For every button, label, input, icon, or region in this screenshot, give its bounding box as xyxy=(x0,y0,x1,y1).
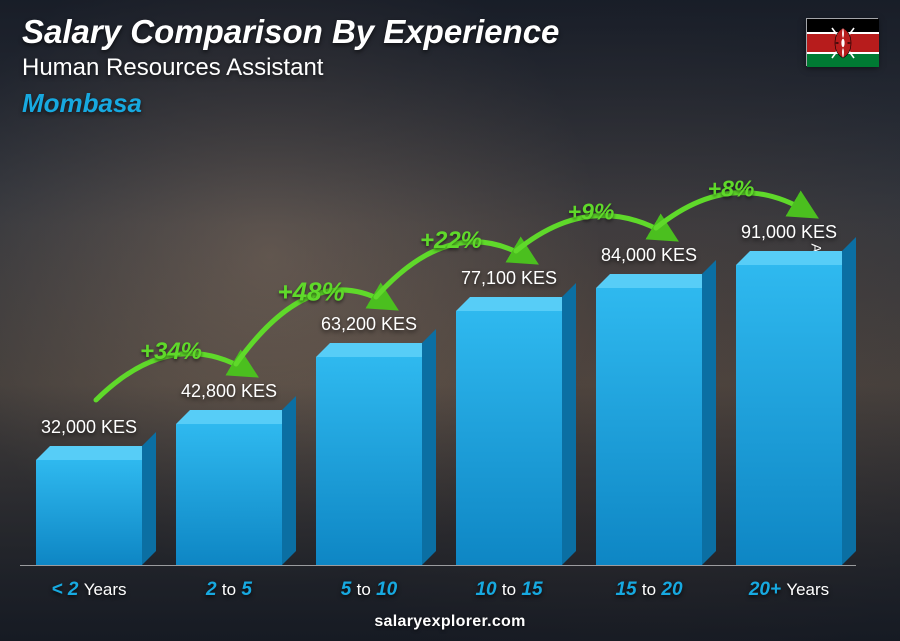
bar-column: 32,000 KES xyxy=(28,140,150,565)
chart-location: Mombasa xyxy=(22,88,559,119)
chart-title: Salary Comparison By Experience xyxy=(22,14,559,50)
bar xyxy=(736,265,842,565)
country-flag-kenya xyxy=(806,18,878,66)
x-axis-label: 15 to 20 xyxy=(588,579,710,601)
x-axis-labels: < 2 Years 2 to 5 5 to 10 10 to 15 15 to 20 20… xyxy=(28,579,850,601)
bar-column: 91,000 KES xyxy=(728,140,850,565)
x-axis-label: < 2 Years xyxy=(28,579,150,601)
increment-label: +48% xyxy=(277,277,344,308)
x-axis-label: 2 to 5 xyxy=(168,579,290,601)
bar xyxy=(316,357,422,565)
bar xyxy=(36,460,142,565)
bar-column: 63,200 KES xyxy=(308,140,430,565)
increment-label: +22% xyxy=(420,227,482,255)
x-axis-label: 20+ Years xyxy=(728,579,850,601)
footer-attribution: salaryexplorer.com xyxy=(0,613,900,631)
bar-column: 77,100 KES xyxy=(448,140,570,565)
increment-label: +8% xyxy=(708,176,755,203)
infographic-canvas: Salary Comparison By Experience Human Re… xyxy=(0,0,900,641)
bar xyxy=(596,288,702,565)
title-block: Salary Comparison By Experience Human Re… xyxy=(22,14,559,119)
chart-subtitle: Human Resources Assistant xyxy=(22,54,559,82)
increment-label: +34% xyxy=(140,338,202,366)
increment-label: +9% xyxy=(568,199,615,226)
bar-chart: 32,000 KES42,800 KES63,200 KES77,100 KES… xyxy=(28,140,850,565)
chart-baseline xyxy=(20,565,856,566)
x-axis-label: 10 to 15 xyxy=(448,579,570,601)
bar xyxy=(176,424,282,565)
bar xyxy=(456,311,562,565)
x-axis-label: 5 to 10 xyxy=(308,579,430,601)
